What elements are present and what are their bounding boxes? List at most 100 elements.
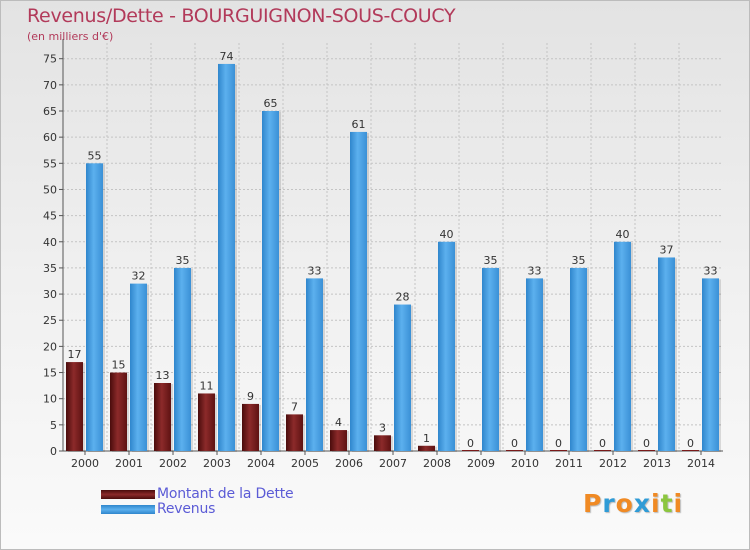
bar-revenus — [218, 63, 235, 452]
x-tick-label: 2011 — [555, 457, 583, 470]
bar-revenus — [350, 131, 367, 451]
data-label-debt: 13 — [156, 369, 170, 382]
bar-revenus — [702, 278, 719, 451]
x-tick-label: 2014 — [687, 457, 715, 470]
y-tick-label: 25 — [43, 314, 57, 327]
data-label-revenus: 37 — [660, 243, 674, 256]
bar-debt — [374, 435, 391, 451]
y-tick-label: 70 — [43, 79, 57, 92]
y-tick-label: 5 — [50, 419, 57, 432]
bar-revenus — [658, 257, 675, 451]
y-tick-label: 55 — [43, 157, 57, 170]
bars-layer — [66, 63, 721, 453]
bar-revenus — [482, 267, 499, 451]
y-tick-label: 65 — [43, 105, 57, 118]
bar-debt — [66, 362, 83, 451]
proxiti-logo: Proxiti — [583, 489, 683, 518]
y-tick-label: 60 — [43, 131, 57, 144]
bar-debt — [198, 393, 215, 451]
data-label-debt: 0 — [467, 437, 474, 450]
bar-revenus — [174, 267, 191, 451]
x-tick-label: 2003 — [203, 457, 231, 470]
grid-layer — [63, 43, 723, 452]
data-label-revenus: 65 — [264, 97, 278, 110]
logo-letter: r — [602, 489, 616, 518]
y-tick-label: 45 — [43, 210, 57, 223]
data-label-debt: 0 — [643, 437, 650, 450]
data-label-debt: 7 — [291, 400, 298, 413]
x-tick-label: 2001 — [115, 457, 143, 470]
data-label-revenus: 28 — [396, 291, 410, 304]
x-tick-label: 2010 — [511, 457, 539, 470]
x-tick-label: 2000 — [71, 457, 99, 470]
x-tick-label: 2005 — [291, 457, 319, 470]
x-tick-label: 2004 — [247, 457, 275, 470]
y-tick-label: 75 — [43, 53, 57, 66]
x-tick-label: 2013 — [643, 457, 671, 470]
bar-debt — [242, 403, 259, 451]
data-label-revenus: 74 — [220, 50, 234, 63]
data-label-revenus: 33 — [704, 264, 718, 277]
data-label-debt: 4 — [335, 416, 342, 429]
data-label-debt: 0 — [687, 437, 694, 450]
chart-subtitle: (en milliers d'€) — [27, 30, 114, 43]
data-label-debt: 1 — [423, 432, 430, 445]
logo-letter: o — [615, 489, 634, 518]
bar-debt — [682, 450, 699, 451]
bar-debt — [594, 450, 611, 451]
bar-revenus — [614, 241, 631, 451]
legend-swatch-dette — [101, 490, 155, 499]
bar-revenus — [262, 111, 279, 451]
chart-title: Revenus/Dette - BOURGUIGNON-SOUS-COUCY — [27, 5, 456, 27]
bar-debt — [110, 372, 127, 451]
data-label-revenus: 35 — [572, 254, 586, 267]
x-tick-label: 2007 — [379, 457, 407, 470]
logo-letter: i — [673, 489, 684, 518]
y-tick-label: 30 — [43, 288, 57, 301]
legend-swatch-revenus — [101, 505, 155, 514]
logo-letter: t — [660, 489, 674, 518]
y-tick-label: 35 — [43, 262, 57, 275]
bar-debt — [462, 450, 479, 451]
data-label-revenus: 33 — [528, 264, 542, 277]
bar-debt — [286, 414, 303, 451]
x-tick-label: 2012 — [599, 457, 627, 470]
bar-revenus — [394, 304, 411, 451]
bar-revenus — [438, 241, 455, 451]
data-label-revenus: 40 — [616, 228, 630, 241]
bar-debt — [418, 445, 435, 451]
labels-layer: 17 55 15 32 13 35 11 74 9 65 7 33 4 61 3 28 1 40 0 35 0 33 0 35… — [68, 50, 718, 450]
y-tick-label: 10 — [43, 393, 57, 406]
data-label-revenus: 33 — [308, 264, 322, 277]
data-label-revenus: 32 — [132, 270, 146, 283]
y-tick-label: 20 — [43, 340, 57, 353]
bar-debt — [506, 450, 523, 451]
data-label-revenus: 40 — [440, 228, 454, 241]
legend-label-dette: Montant de la Dette — [157, 486, 294, 502]
data-label-revenus: 35 — [176, 254, 190, 267]
logo-letter: i — [651, 489, 661, 518]
x-tick-label: 2008 — [423, 457, 451, 470]
logo-letter: x — [633, 489, 651, 518]
bar-revenus — [306, 278, 323, 451]
bar-revenus — [570, 267, 587, 451]
data-label-debt: 11 — [200, 379, 214, 392]
x-tick-label: 2002 — [159, 457, 187, 470]
legend-label-revenus: Revenus — [157, 501, 216, 517]
logo-letter: P — [583, 489, 603, 518]
y-tick-label: 40 — [43, 236, 57, 249]
bar-revenus — [86, 163, 103, 452]
x-tick-label: 2006 — [335, 457, 363, 470]
bar-debt — [330, 430, 347, 451]
data-label-revenus: 35 — [484, 254, 498, 267]
data-label-debt: 0 — [555, 437, 562, 450]
data-label-debt: 9 — [247, 390, 254, 403]
y-tick-label: 15 — [43, 367, 57, 380]
data-label-debt: 15 — [112, 359, 126, 372]
data-label-debt: 17 — [68, 348, 82, 361]
data-label-debt: 0 — [599, 437, 606, 450]
bar-debt — [638, 450, 655, 451]
